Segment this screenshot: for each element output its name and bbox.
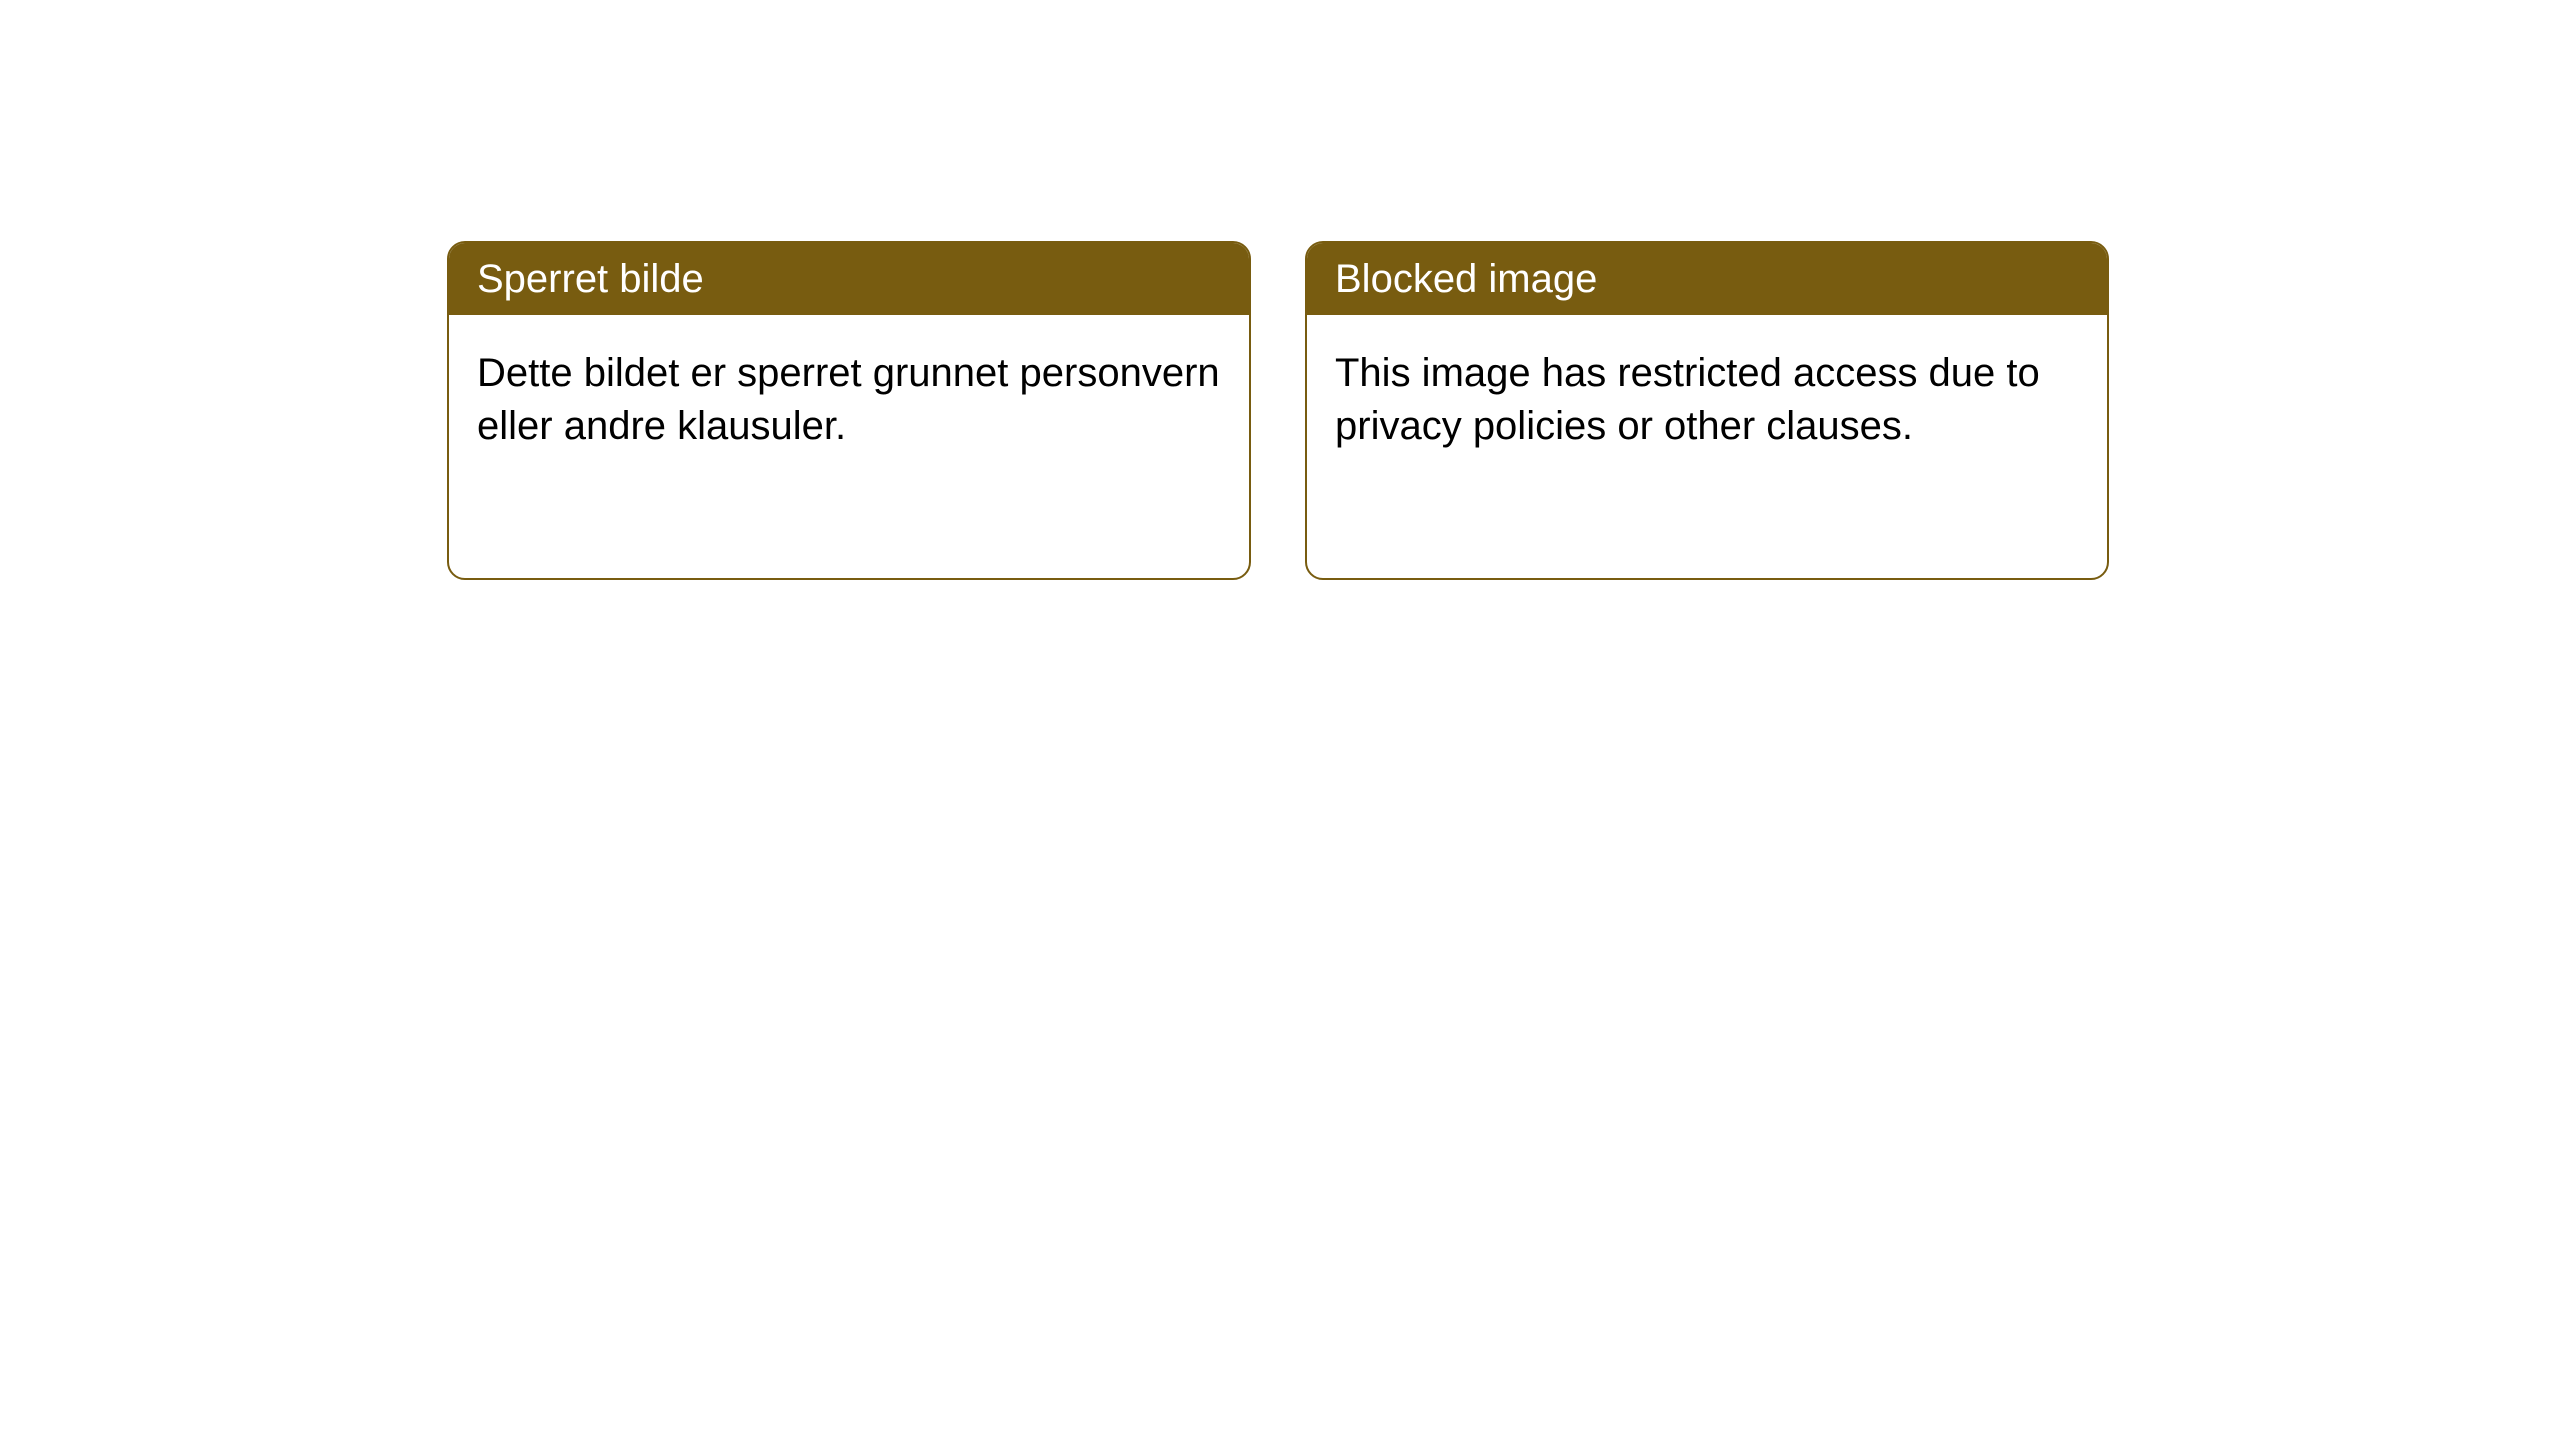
notice-header-text: Sperret bilde bbox=[477, 257, 704, 301]
notice-header: Blocked image bbox=[1307, 243, 2107, 315]
notice-header: Sperret bilde bbox=[449, 243, 1249, 315]
notice-body-text: This image has restricted access due to … bbox=[1335, 351, 2040, 448]
notice-body: This image has restricted access due to … bbox=[1307, 315, 2107, 485]
notice-body-text: Dette bildet er sperret grunnet personve… bbox=[477, 351, 1220, 448]
notice-container: Sperret bilde Dette bildet er sperret gr… bbox=[0, 0, 2560, 580]
notice-card-norwegian: Sperret bilde Dette bildet er sperret gr… bbox=[447, 241, 1251, 580]
notice-card-english: Blocked image This image has restricted … bbox=[1305, 241, 2109, 580]
notice-header-text: Blocked image bbox=[1335, 257, 1597, 301]
notice-body: Dette bildet er sperret grunnet personve… bbox=[449, 315, 1249, 485]
